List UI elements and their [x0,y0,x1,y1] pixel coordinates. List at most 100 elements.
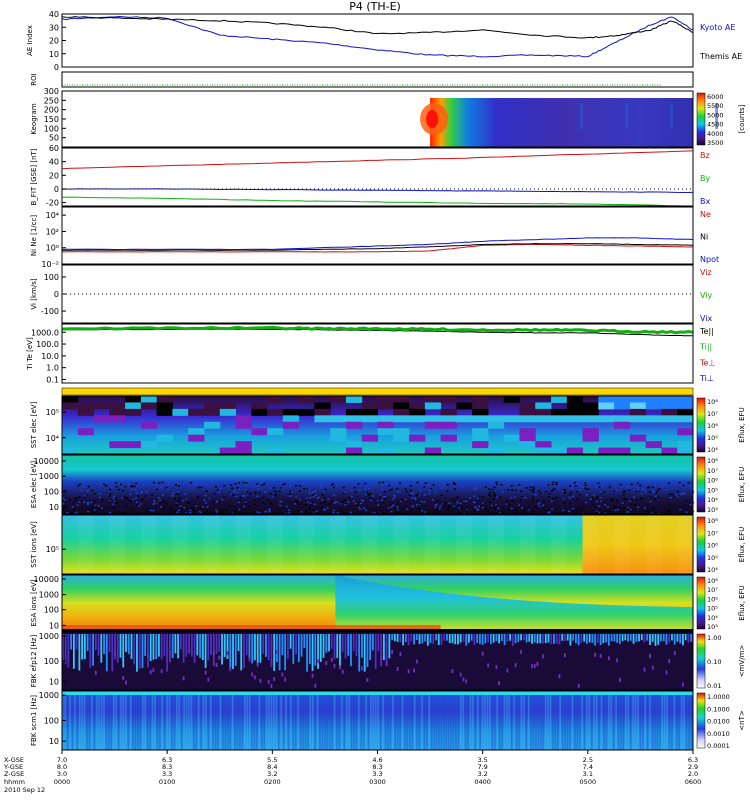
esa-elec-noise [82,486,85,489]
fbk-scm1-bin [277,691,280,750]
fbk-efp12-bin [190,634,193,657]
esa-elec-noise [551,483,554,486]
esa-elec-noise [478,505,481,508]
ylabel: SST elec [eV] [30,401,38,448]
sst-elec-bin [677,441,694,449]
fbk-efp12-bin [380,634,383,667]
fbk-scm1-bin [445,691,447,750]
esa-elec-noise [620,486,623,488]
fbk-scm1-bin [372,691,375,750]
esa-elec-noise [436,508,439,510]
fbk-efp12-bin [119,634,122,658]
fbk-efp12-bin [594,634,597,646]
esa-elec-noise [336,501,339,503]
esa-elec-noise [550,490,553,492]
fbk-scm1-bin [506,691,508,750]
fbk-efp12-bin [325,661,328,666]
esa-elec-noise [253,499,256,502]
sst-ions-column [582,515,599,574]
colorbar-tick: 10³ [707,506,718,514]
fbk-efp12-bin [226,651,229,656]
fbk-scm1-bin [248,691,251,750]
legend-Bx: Bx [700,197,710,206]
esa-elec-noise [80,500,83,502]
fbk-efp12-bin [635,634,638,642]
esa-elec-noise [141,482,144,485]
fbk-efp12-bin [413,634,415,645]
esa-elec-noise [344,482,347,484]
fbk-scm1-bin [673,691,676,750]
esa-elec-noise [242,481,245,484]
esa-elec-noise [494,503,497,506]
esa-elec-noise [437,510,440,512]
sst-elec-bin [140,402,158,410]
fbk-efp12-bin [168,651,171,656]
esa-elec-noise [206,510,209,513]
xtick-coord: 4.6 [372,756,382,764]
fbk-efp12-bin [94,634,97,651]
sst-ions-column [645,515,662,574]
fbk-efp12-bin [613,634,616,642]
esa-elec-noise [221,508,224,511]
esa-elec-noise [93,511,96,513]
esa-elec-noise [179,505,182,507]
colorbar-tick: 10³ [707,623,718,631]
esa-elec-noise [675,493,678,496]
esa-elec-noise [75,511,78,514]
esa-elec-noise [332,494,335,497]
sst-elec-bin [345,441,363,449]
esa-elec-noise [243,505,246,508]
esa-elec-noise [496,496,499,498]
esa-elec-noise [332,509,335,512]
esa-elec-noise [478,496,481,498]
esa-elec-noise [574,485,577,487]
fbk-scm1-bin [200,691,202,750]
esa-elec-noise [488,491,491,494]
fbk-scm1-bin [399,691,401,750]
fbk-scm1-bin [447,691,450,750]
esa-elec-noise [625,485,628,488]
esa-elec-noise [475,502,478,505]
esa-elec-noise [348,496,351,499]
ylabel: Keogram [30,103,38,134]
ytick-label: 1000 [39,632,59,641]
esa-elec-noise [424,511,427,513]
esa-elec-noise [218,501,221,504]
fbk-scm1-bin [314,691,316,750]
esa-elec-noise [74,512,77,515]
esa-elec-noise [177,491,180,493]
fbk-scm1-bin [178,691,180,750]
sst-elec-bin [156,402,173,410]
esa-elec-noise [547,483,550,486]
esa-elec-noise [532,489,535,491]
ytick-label: 0 [54,63,59,72]
sst-elec-bin [377,402,394,410]
xtick-coord: 2.5 [583,756,593,764]
esa-elec-noise [135,484,138,487]
esa-elec-noise [630,483,633,486]
series-line-Te|| [62,328,693,337]
esa-elec-noise [538,501,541,504]
fbk-efp12-bin [446,634,448,641]
legend-Te||: Te|| [699,327,714,336]
fbk-scm1-bin [498,691,501,750]
esa-elec-noise [271,496,274,498]
fbk-efp12-bin [361,634,363,658]
fbk-scm1-bin [263,691,265,750]
fbk-scm1-bin [532,691,535,750]
fbk-efp12-bin [660,634,662,642]
esa-elec-noise [671,493,674,496]
esa-elec-noise [101,499,104,501]
keogram-image [430,98,693,147]
esa-elec-noise [548,493,551,495]
sst-elec-bin [203,408,221,416]
esa-elec-noise [282,483,285,486]
fbk-efp12-bin [325,634,328,653]
esa-elec-noise [192,509,195,511]
esa-elec-noise [409,485,412,487]
fbk-efp12-bin [591,634,594,643]
sst-ions-column [456,515,473,574]
fbk-efp12-bin [451,634,454,644]
sst-ions-column [677,515,693,574]
sst-ions-column [172,515,189,574]
